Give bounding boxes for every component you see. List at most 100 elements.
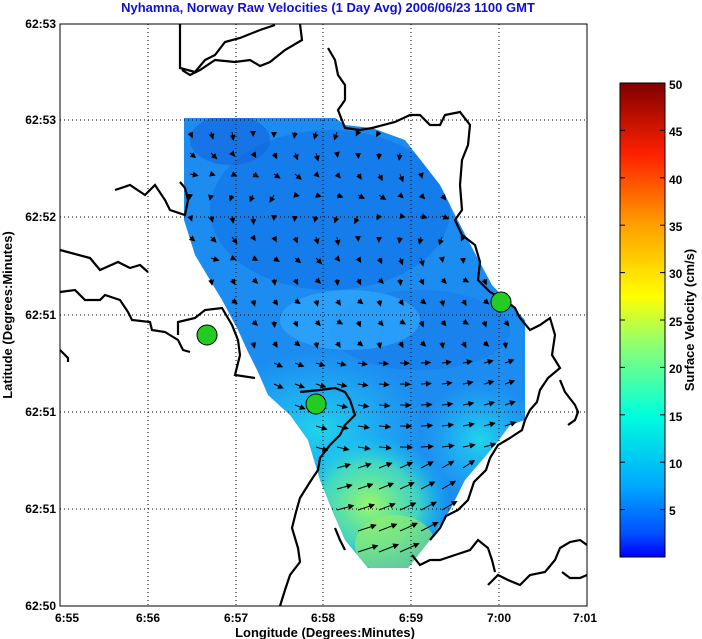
velocity-arrow [376, 213, 383, 221]
colorbar-tick-label: 40 [669, 173, 683, 187]
velocity-arrow [315, 361, 326, 368]
velocity-arrow [208, 194, 214, 201]
velocity-arrow [481, 278, 488, 286]
velocity-arrow [438, 236, 444, 246]
velocity-arrow [397, 299, 404, 306]
colorbar-ticks [620, 82, 665, 511]
velocity-arrow [314, 319, 321, 327]
velocity-arrow [420, 443, 434, 450]
velocity-arrow [357, 462, 372, 469]
velocity-arrow [313, 171, 320, 178]
velocity-arrow [292, 278, 299, 286]
velocity-arrow [273, 383, 284, 389]
x-axis: 6:55 6:56 6:57 6:58 6:59 7:00 7:01 Longi… [55, 611, 597, 639]
velocity-arrow [441, 213, 450, 220]
y-tick-label: 62:51 [25, 308, 56, 322]
velocity-arrow [441, 359, 452, 366]
velocity-arrow [354, 215, 360, 225]
velocity-arrow [399, 318, 407, 325]
velocity-arrow [336, 483, 353, 490]
velocity-vectors [187, 129, 517, 553]
velocity-arrow [419, 340, 427, 347]
velocity-arrow [378, 502, 396, 511]
velocity-arrow [249, 234, 256, 242]
velocity-arrow [273, 172, 281, 179]
velocity-arrow [314, 277, 322, 284]
velocity-arrow [441, 443, 455, 450]
velocity-arrow [271, 341, 278, 348]
velocity-arrow [208, 131, 215, 140]
velocity-arrow [357, 193, 365, 199]
velocity-arrow [440, 319, 447, 327]
velocity-arrow [462, 359, 473, 366]
x-axis-label: Longitude (Degrees:Minutes) [235, 625, 415, 639]
velocity-arrow [208, 278, 215, 286]
velocity-arrow [397, 192, 404, 199]
site-marker-west [196, 324, 218, 346]
velocity-arrow [378, 360, 390, 367]
velocity-arrow [313, 236, 320, 245]
velocity-arrow [292, 236, 299, 244]
velocity-arrow [229, 215, 236, 224]
velocity-arrow [440, 193, 447, 201]
velocity-arrow [228, 194, 235, 202]
velocity-arrow [417, 236, 424, 245]
velocity-arrow [378, 381, 390, 388]
velocity-arrow [375, 130, 382, 138]
velocity-arrow [399, 213, 406, 219]
velocity-arrow [420, 359, 432, 366]
y-tick-label: 62:50 [25, 599, 56, 613]
y-axis: 62:50 62:51 62:51 62:51 62:52 62:53 62:5… [0, 17, 56, 613]
colorbar-tick-label: 25 [669, 315, 683, 329]
velocity-arrow [482, 340, 490, 347]
velocity-arrow [272, 299, 279, 306]
velocity-arrow [250, 299, 257, 307]
velocity-arrow [333, 131, 339, 141]
velocity-arrow [229, 131, 236, 141]
velocity-arrow [271, 235, 277, 243]
velocity-arrow [441, 401, 454, 408]
velocity-arrow [334, 278, 341, 286]
velocity-arrow [462, 442, 476, 449]
velocity-arrow [504, 358, 515, 365]
velocity-arrow [294, 173, 302, 180]
velocity-arrow [504, 379, 516, 386]
velocity-arrow [189, 171, 199, 178]
x-tick-label: 6:56 [136, 611, 160, 625]
velocity-arrow [334, 255, 341, 262]
velocity-arrow [460, 341, 467, 349]
velocity-arrow [396, 236, 403, 244]
colorbar-tick-label: 20 [669, 362, 683, 376]
velocity-arrow [187, 214, 193, 222]
velocity-arrow [378, 194, 387, 201]
x-tick-label: 6:58 [311, 611, 335, 625]
velocity-arrow [355, 320, 362, 328]
velocity-arrow [419, 298, 427, 305]
velocity-arrow [273, 256, 280, 262]
velocity-arrow [376, 299, 383, 307]
site-marker-east [490, 291, 512, 313]
velocity-arrow [377, 277, 384, 285]
velocity-arrow [376, 341, 383, 349]
velocity-arrow [397, 278, 404, 286]
site-markers [196, 291, 512, 415]
velocity-arrow [420, 422, 434, 429]
velocity-arrow [250, 341, 257, 349]
velocity-arrow [482, 298, 490, 305]
velocity-arrow [251, 277, 259, 284]
velocity-arrow [271, 320, 278, 328]
velocity-arrow [399, 522, 419, 532]
grid-lines [60, 24, 587, 606]
velocity-arrow [187, 193, 194, 200]
velocity-arrow [336, 445, 350, 452]
velocity-arrow [249, 194, 255, 203]
colorbar-tick-label: 15 [669, 410, 683, 424]
velocity-arrow [357, 423, 371, 430]
colorbar: 5 10 15 20 25 30 35 40 45 50 Surface Vel… [619, 78, 697, 558]
velocity-arrow [294, 256, 302, 264]
velocity-arrow [187, 131, 194, 139]
velocity-arrow [460, 234, 467, 242]
velocity-arrow [503, 319, 510, 327]
velocity-arrow [210, 236, 217, 243]
velocity-arrow [333, 215, 340, 224]
